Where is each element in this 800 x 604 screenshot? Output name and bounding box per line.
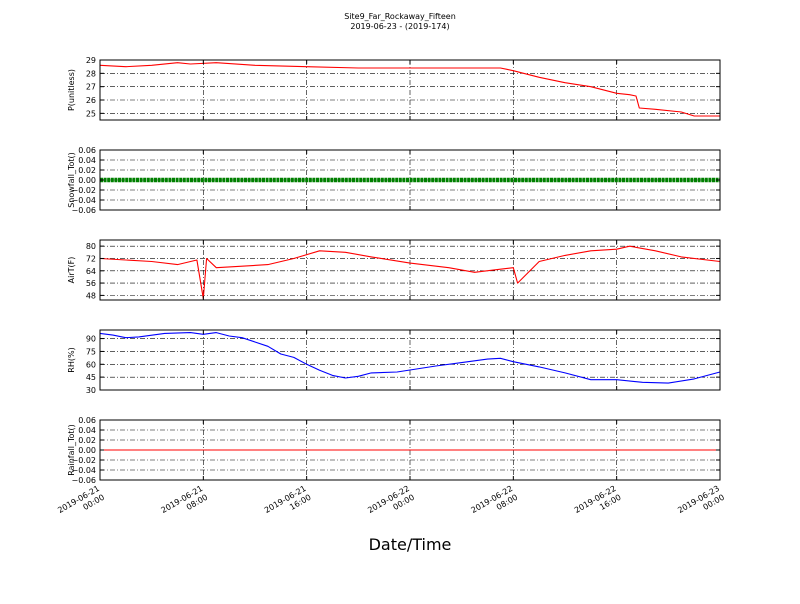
y-tick-label: −0.02 bbox=[71, 186, 96, 195]
y-tick-label: 90 bbox=[86, 335, 96, 344]
panel-3: 48 56 64 72 80 AirT(F) bbox=[67, 239, 721, 301]
panel-2: −0.06−0.04−0.020.000.020.040.06Snowfall_… bbox=[67, 146, 721, 215]
y-tick-label: 56 bbox=[86, 279, 96, 288]
y-tick-label: 0.06 bbox=[78, 146, 96, 155]
panel-5: −0.06−0.04−0.020.000.020.040.06Rainfall_… bbox=[67, 416, 721, 485]
series-line bbox=[99, 245, 721, 300]
y-axis-label: AirT(F) bbox=[67, 257, 76, 284]
y-tick-label: 0.06 bbox=[78, 416, 96, 425]
y-tick-label: −0.06 bbox=[71, 476, 96, 485]
panel-1: 25 26 27 28 29 P(unitless) bbox=[67, 56, 721, 121]
y-tick-label: 0.04 bbox=[78, 156, 96, 165]
series-line bbox=[99, 62, 720, 117]
y-tick-label: −0.06 bbox=[71, 206, 96, 215]
y-tick-label: 0.04 bbox=[78, 426, 96, 435]
panels: 2526272829P(unitless)−0.06−0.04−0.020.00… bbox=[56, 56, 726, 524]
figure-subtitle: 2019-06-23 - (2019-174) bbox=[350, 22, 449, 31]
y-axis-label: P(unitless) bbox=[67, 69, 76, 111]
y-axis-label: RH(%) bbox=[67, 347, 76, 372]
x-tick-label: 2019-06-2100:00 bbox=[56, 484, 106, 524]
y-tick-label: 0.00 bbox=[78, 446, 96, 455]
y-tick-label: 0.02 bbox=[78, 436, 96, 445]
series-line bbox=[99, 332, 721, 384]
y-tick-label: 26 bbox=[86, 96, 96, 105]
y-tick-label: 45 bbox=[86, 373, 96, 382]
y-tick-label: −0.04 bbox=[71, 196, 96, 205]
y-tick-label: 25 bbox=[86, 109, 96, 118]
y-tick-label: 75 bbox=[86, 347, 96, 356]
y-tick-label: 64 bbox=[86, 267, 96, 276]
y-tick-label: 48 bbox=[86, 291, 96, 300]
y-tick-label: −0.02 bbox=[71, 456, 96, 465]
y-tick-label: 30 bbox=[86, 386, 96, 395]
y-axis-label: Snowfall_Tot() bbox=[67, 152, 76, 208]
y-tick-label: 60 bbox=[86, 360, 96, 369]
y-tick-label: 72 bbox=[86, 254, 96, 263]
y-tick-label: 27 bbox=[86, 83, 96, 92]
x-axis-label: Date/Time bbox=[369, 535, 452, 554]
x-tick-label: 2019-06-2300:00 bbox=[676, 484, 726, 524]
x-tick-label: 2019-06-2200:00 bbox=[366, 484, 416, 524]
y-tick-label: 0.02 bbox=[78, 166, 96, 175]
y-tick-label: 0.00 bbox=[78, 176, 96, 185]
figure-title: Site9_Far_Rockaway_Fifteen bbox=[344, 12, 456, 21]
y-tick-label: 28 bbox=[86, 69, 96, 78]
y-tick-label: 80 bbox=[86, 242, 96, 251]
panel-4: 30 45 60 75 90 RH(%) bbox=[67, 329, 721, 395]
x-tick-label: 2019-06-2208:00 bbox=[470, 484, 520, 524]
x-tick-label: 2019-06-2216:00 bbox=[573, 484, 623, 524]
x-tick-label: 2019-06-2108:00 bbox=[160, 484, 210, 524]
x-tick-label: 2019-06-2116:00 bbox=[263, 484, 313, 524]
x-tick-labels: 2019-06-2100:00 2019-06-2108:00 2019-06-21… bbox=[56, 484, 726, 524]
y-tick-label: 29 bbox=[86, 56, 96, 65]
y-tick-label: −0.04 bbox=[71, 466, 96, 475]
y-axis-label: Rainfall_Tot() bbox=[67, 424, 76, 476]
